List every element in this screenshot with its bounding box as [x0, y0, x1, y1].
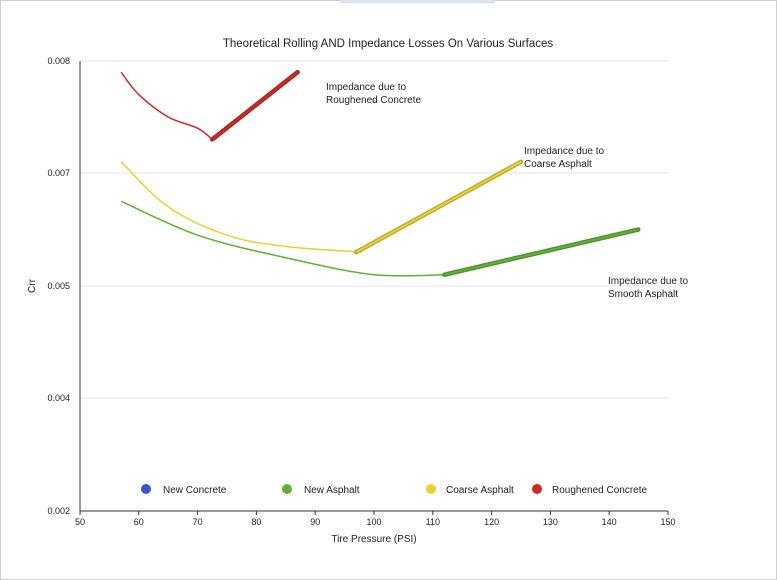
y-tick-label: 0.008: [47, 56, 70, 66]
annotation-line: Coarse Asphalt: [524, 159, 592, 170]
x-tick-label: 100: [366, 517, 381, 527]
rolling-loss-curve: [120, 161, 363, 253]
x-tick-label: 130: [543, 517, 558, 527]
legend-item-roughened-concrete: Roughened Concrete: [532, 484, 648, 496]
annotation-line: Smooth Asphalt: [608, 289, 678, 300]
x-tick-label: 110: [426, 517, 440, 527]
series-coarse-asphalt: [120, 159, 524, 255]
rolling-loss-curve: [120, 200, 445, 277]
x-tick-label: 50: [75, 517, 85, 527]
series-lines: [120, 69, 641, 277]
y-tick-labels: 0.002 0.004 0.005 0.007 0.008: [47, 56, 70, 516]
x-tick-label: 120: [484, 517, 499, 527]
legend-item-new-asphalt: New Asphalt: [282, 484, 360, 496]
y-tick-label: 0.004: [47, 393, 70, 403]
legend-item-new-concrete: New Concrete: [141, 484, 227, 496]
impedance-line-core: [355, 160, 522, 253]
legend-marker: [282, 484, 292, 494]
annotation-line: Impedance due to: [326, 82, 406, 93]
grid-lines: [80, 60, 668, 399]
x-axis-label: Tire Pressure (PSI): [331, 534, 416, 545]
chart-title: Theoretical Rolling AND Impedance Losses…: [223, 38, 554, 50]
x-tick-label: 60: [134, 517, 144, 527]
x-tick-label: 150: [660, 517, 675, 527]
series-new-asphalt: [120, 200, 641, 277]
window-top-strip: [340, 0, 495, 3]
annotation-roughened-concrete: Impedance due to Roughened Concrete: [326, 82, 422, 106]
legend: New Concrete New Asphalt Coarse Asphalt …: [141, 484, 648, 496]
legend-marker: [426, 484, 436, 494]
annotation-line: Impedance due to: [524, 146, 604, 157]
x-tick-label: 80: [251, 517, 261, 527]
legend-label: Roughened Concrete: [552, 485, 648, 496]
annotation-smooth-asphalt: Impedance due to Smooth Asphalt: [608, 276, 688, 300]
impedance-line-core: [211, 71, 299, 141]
x-tick-label: 140: [602, 517, 617, 527]
y-tick-label: 0.005: [47, 281, 70, 291]
annotation-line: Impedance due to: [608, 276, 688, 287]
y-axis-label: Crr: [27, 278, 38, 293]
x-tick-label: 70: [193, 517, 203, 527]
y-tick-label: 0.007: [47, 168, 70, 178]
annotation-line: Roughened Concrete: [326, 95, 422, 106]
legend-marker: [141, 484, 151, 494]
legend-marker: [532, 484, 542, 494]
impedance-line-core: [444, 228, 639, 276]
legend-label: Coarse Asphalt: [446, 485, 514, 496]
rolling-loss-curve: [120, 71, 213, 140]
legend-item-coarse-asphalt: Coarse Asphalt: [426, 484, 514, 496]
legend-label: New Concrete: [163, 485, 227, 496]
legend-label: New Asphalt: [304, 485, 360, 496]
annotation-coarse-asphalt: Impedance due to Coarse Asphalt: [524, 146, 604, 170]
x-tick-label: 90: [310, 517, 320, 527]
series-roughened-concrete: [120, 69, 300, 142]
x-tick-labels: 50 60 70 80 90 100 110 120 130 140 150: [75, 511, 676, 527]
y-tick-label: 0.002: [47, 506, 70, 516]
